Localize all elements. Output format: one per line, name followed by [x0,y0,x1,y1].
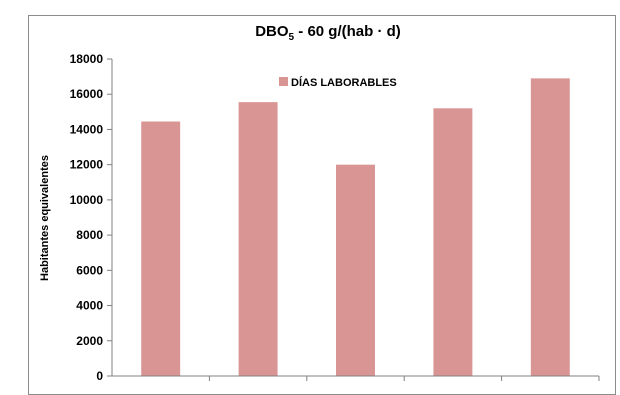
y-tick-label: 18000 [70,52,104,66]
bar-2 [238,102,278,377]
y-tick-label: 16000 [70,87,104,101]
y-tick-label: 2000 [76,334,103,348]
chart-frame [28,15,616,395]
y-tick-label: 14000 [70,122,104,136]
y-tick-label: 10000 [70,193,104,207]
legend: DÍAS LABORABLES [279,76,397,89]
y-tick-label: 12000 [70,158,104,172]
bar-4 [433,108,473,377]
bar-3 [336,164,375,376]
y-tick-label: 4000 [76,299,103,313]
y-axis-label: Habitantes equivalentes [39,155,51,281]
bar-1 [141,121,181,377]
chart-title: DBO5 - 60 g/(hab · d) [255,23,401,43]
bar-5 [530,78,570,376]
legend-swatch [279,77,288,86]
y-axis-ticks: 0 2000 4000 6000 8000 10000 12000 14000 16000 180… [70,52,112,383]
y-tick-label: 6000 [76,263,103,277]
bars [141,78,600,381]
legend-label: DÍAS LABORABLES [291,76,397,89]
y-tick-label: 8000 [76,228,103,242]
y-tick-label: 0 [96,369,103,383]
